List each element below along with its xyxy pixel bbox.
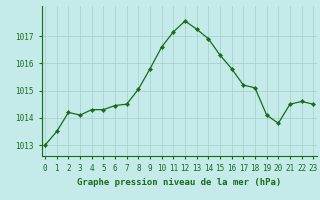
X-axis label: Graphe pression niveau de la mer (hPa): Graphe pression niveau de la mer (hPa) (77, 178, 281, 187)
